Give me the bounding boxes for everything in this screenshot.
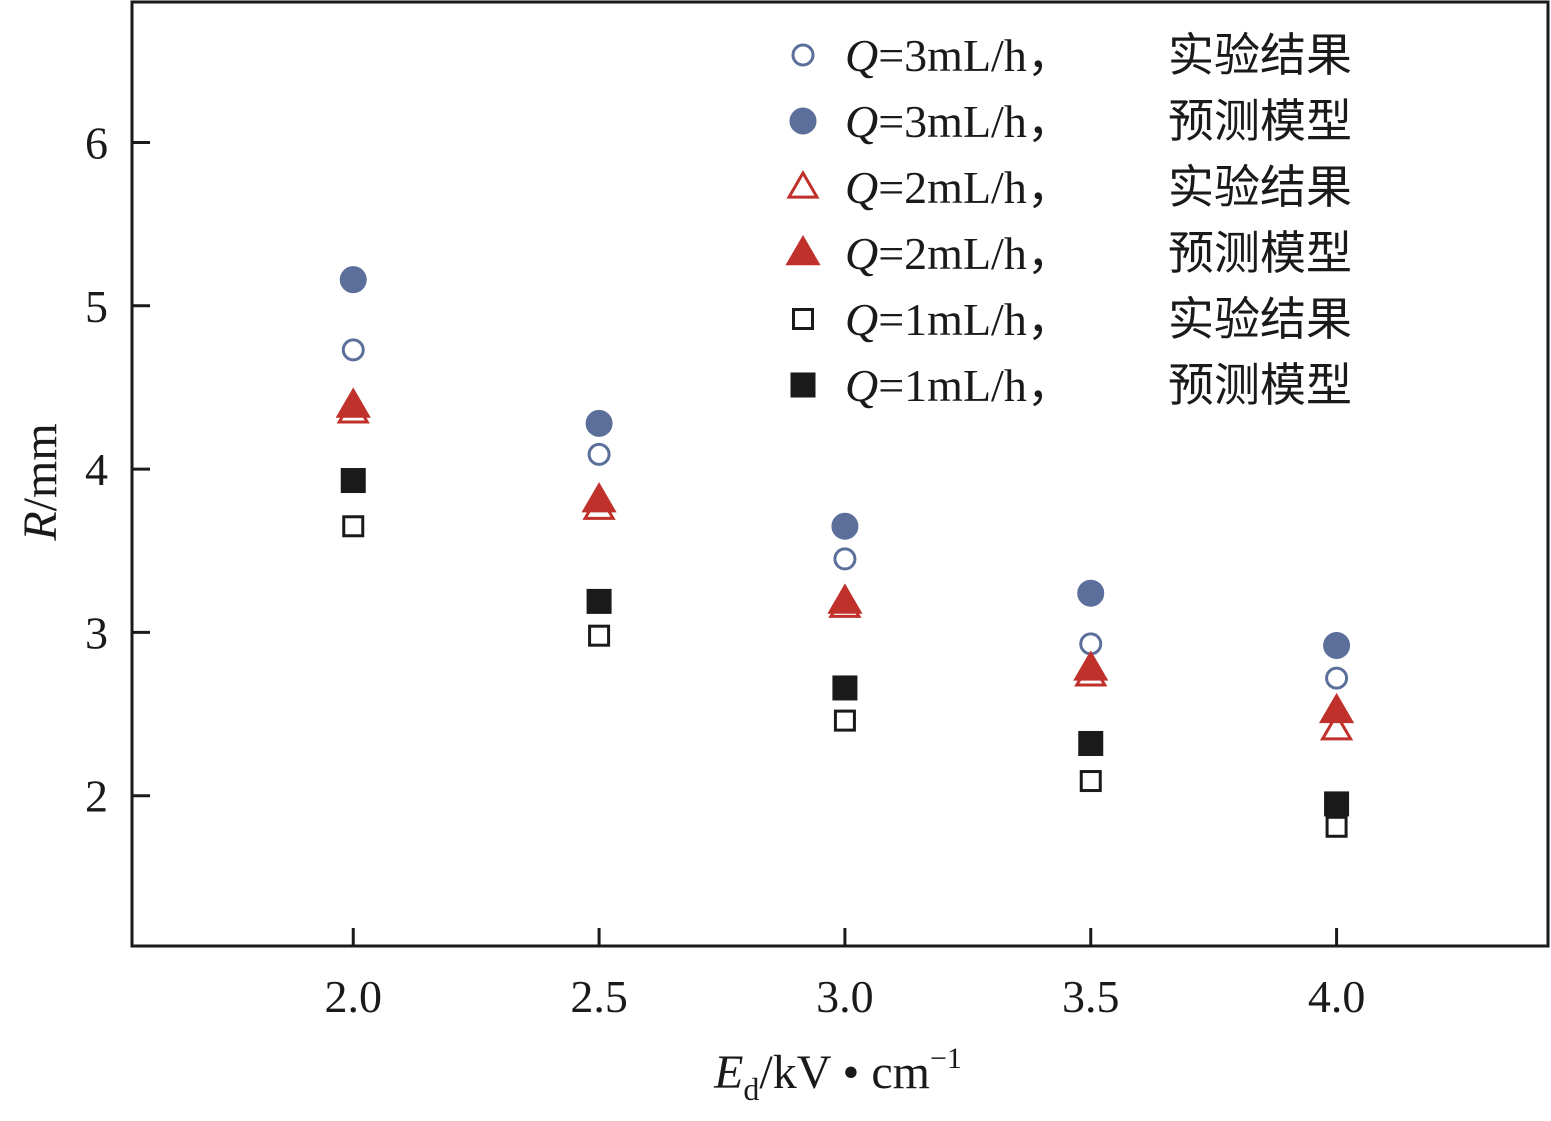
x-tick-label: 2.0 [325, 971, 383, 1022]
legend-label: Q=2mL/h， 预测模型 [845, 228, 1352, 279]
data-point [1325, 815, 1348, 838]
legend-label: Q=1mL/h， 实验结果 [845, 294, 1352, 345]
data-point [335, 387, 371, 418]
y-axis: 2 3 4 5 6 [85, 117, 150, 822]
data-point [339, 266, 367, 294]
data-point [1324, 791, 1350, 817]
data-point [1318, 692, 1355, 724]
legend-marker [790, 372, 816, 398]
data-point [587, 442, 611, 466]
y-tick-label: 6 [85, 117, 108, 168]
series-6 [340, 468, 1350, 817]
data-point [1073, 650, 1109, 681]
legend-marker [792, 308, 814, 330]
data-point [586, 588, 612, 614]
legend-label: Q=3mL/h， 实验结果 [845, 30, 1352, 81]
series-2 [339, 266, 1351, 659]
legend-marker [791, 43, 815, 67]
x-tick-label: 3.5 [1062, 971, 1120, 1022]
data-point [342, 515, 365, 538]
legend-label: Q=2mL/h， 实验结果 [845, 162, 1352, 213]
data-points [335, 266, 1355, 838]
data-point [827, 583, 863, 614]
data-point [1319, 711, 1354, 741]
x-tick-label: 4.0 [1308, 971, 1366, 1022]
data-point [341, 338, 365, 362]
legend-label: Q=1mL/h， 预测模型 [845, 360, 1352, 411]
legend-marker [789, 107, 817, 135]
legend: Q=3mL/h， 实验结果 Q=3mL/h， 预测模型 Q=2mL/h， 实验结果 Q=2m… [785, 30, 1352, 411]
data-point [1077, 579, 1105, 607]
data-point [1079, 770, 1102, 793]
legend-item: Q=2mL/h， 预测模型 [785, 228, 1352, 279]
data-point [585, 409, 613, 437]
data-point [1078, 730, 1104, 756]
data-point [1325, 666, 1349, 690]
series-4 [335, 387, 1355, 724]
data-point [831, 512, 859, 540]
y-tick-label: 3 [85, 607, 108, 658]
series-1 [341, 338, 1349, 690]
y-tick-label: 5 [85, 281, 108, 332]
data-point [581, 482, 617, 513]
data-point [340, 468, 366, 494]
legend-item: Q=3mL/h， 实验结果 [791, 30, 1352, 81]
legend-item: Q=2mL/h， 实验结果 [786, 162, 1352, 213]
legend-marker [786, 170, 820, 199]
x-tick-label: 2.5 [570, 971, 628, 1022]
y-tick-label: 2 [85, 771, 108, 822]
x-axis-title: Ed/kV • cm−1 [713, 1042, 962, 1107]
series-5 [342, 515, 1348, 838]
legend-marker [785, 235, 821, 266]
legend-label: Q=3mL/h， 预测模型 [845, 96, 1352, 147]
x-tick-label: 3.0 [816, 971, 874, 1022]
legend-item: Q=1mL/h， 预测模型 [790, 360, 1352, 411]
data-point [833, 547, 857, 571]
y-tick-label: 4 [85, 444, 108, 495]
data-point [588, 624, 611, 647]
y-axis-title: R/mm [14, 423, 67, 541]
plot-frame [130, 0, 1550, 948]
legend-item: Q=1mL/h， 实验结果 [792, 294, 1352, 345]
x-axis: 2.0 2.5 3.0 3.5 4.0 [325, 928, 1366, 1022]
data-point [833, 709, 856, 732]
legend-item: Q=3mL/h， 预测模型 [789, 96, 1352, 147]
data-point [832, 675, 858, 701]
data-point [1323, 631, 1351, 659]
